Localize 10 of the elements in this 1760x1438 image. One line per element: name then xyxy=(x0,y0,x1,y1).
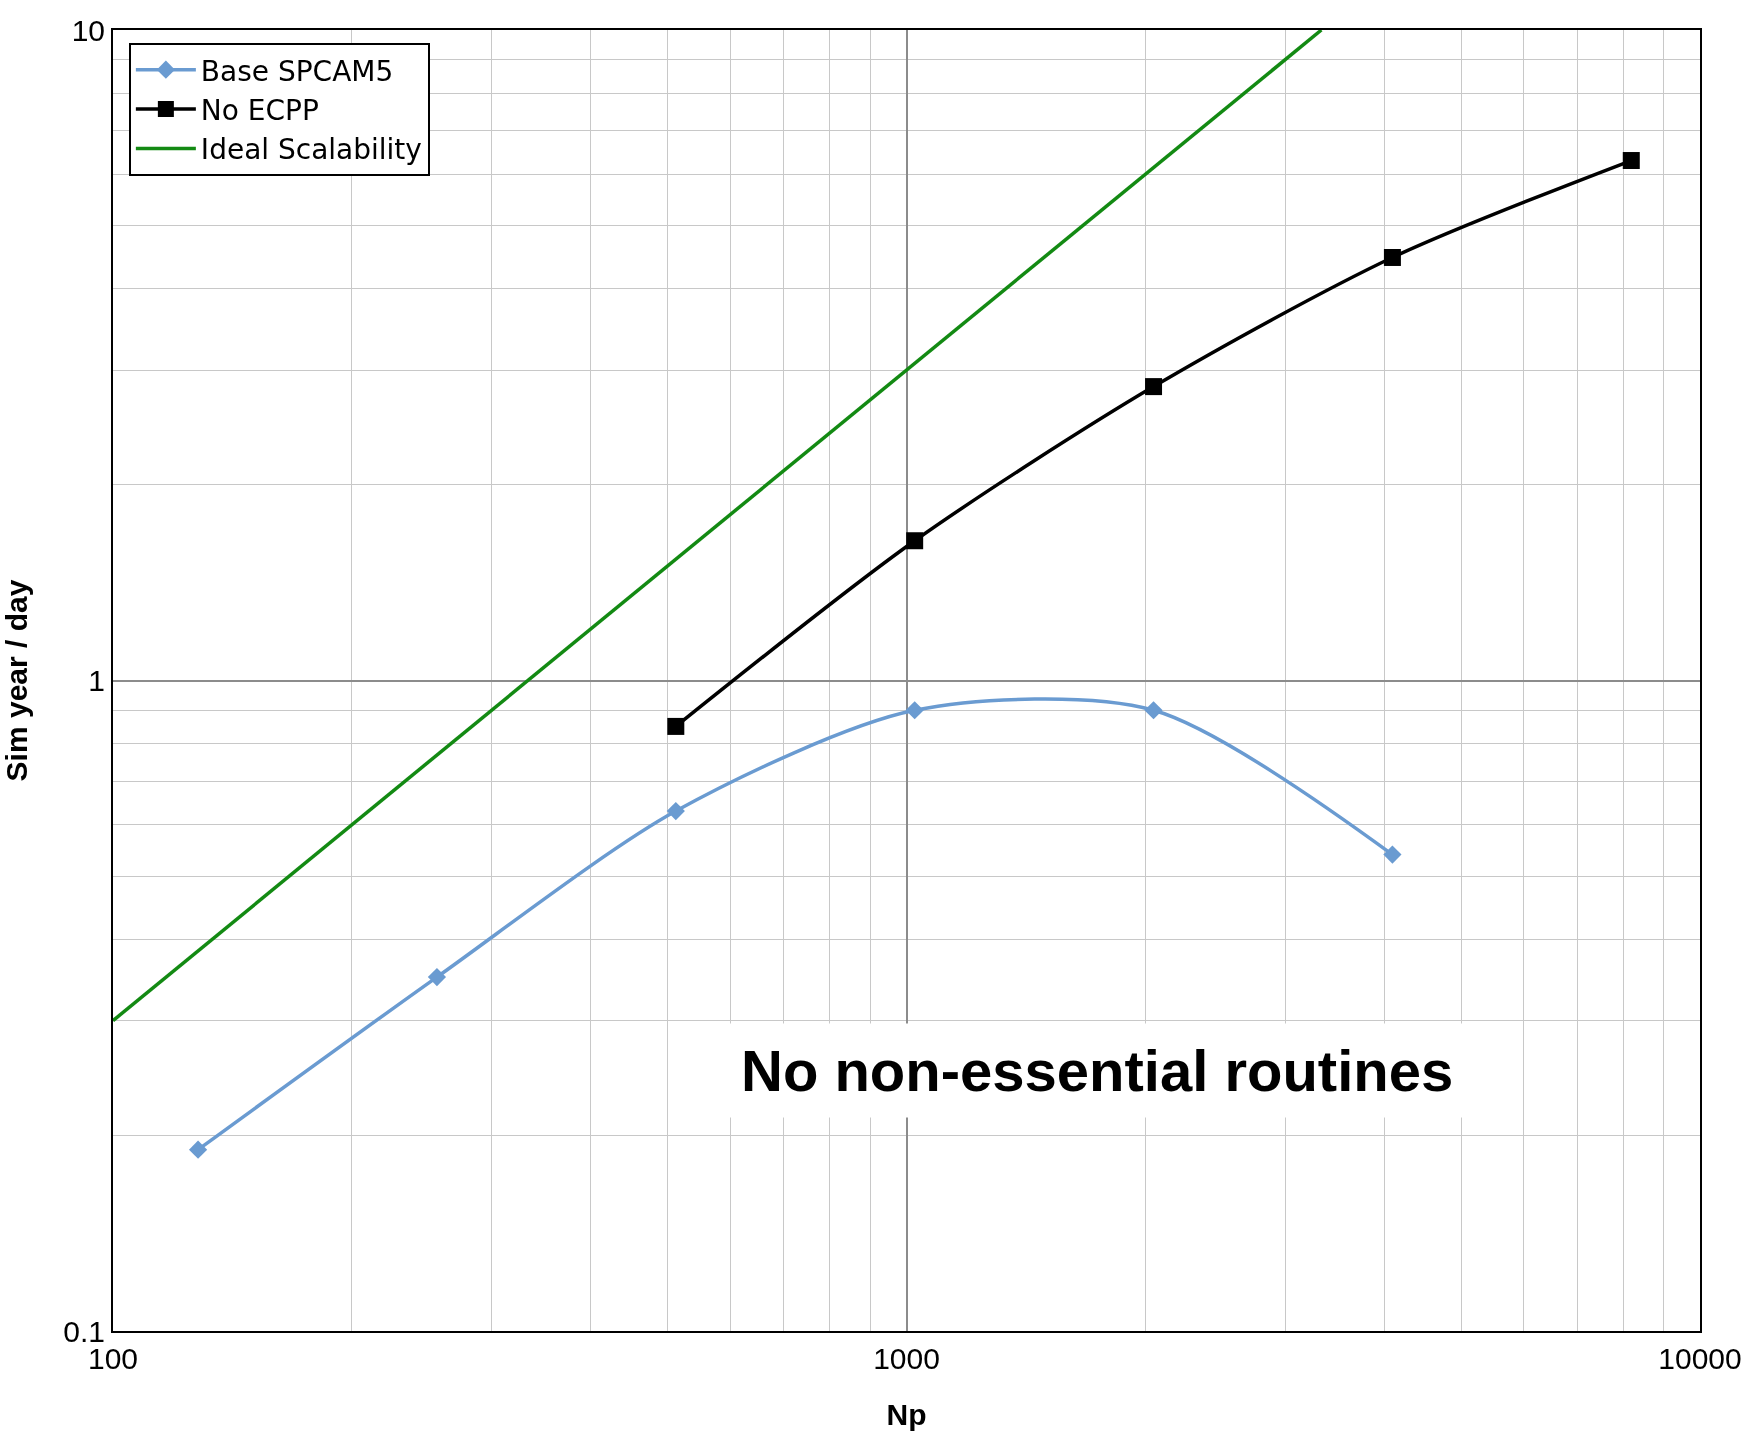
legend-label: No ECPP xyxy=(200,94,319,128)
legend-label: Ideal Scalability xyxy=(200,133,422,167)
annotation: No non-essential routines xyxy=(741,1038,1454,1103)
x-axis-title: Np xyxy=(886,1398,927,1431)
legend-label: Base SPCAM5 xyxy=(200,54,394,88)
x-tick-label: 10000 xyxy=(1658,1342,1742,1375)
y-tick-label: 10 xyxy=(71,13,105,47)
y-tick-label: 1 xyxy=(88,664,105,697)
y-axis-title: Sim year / day xyxy=(0,579,33,782)
x-tick-label: 1000 xyxy=(873,1342,940,1375)
